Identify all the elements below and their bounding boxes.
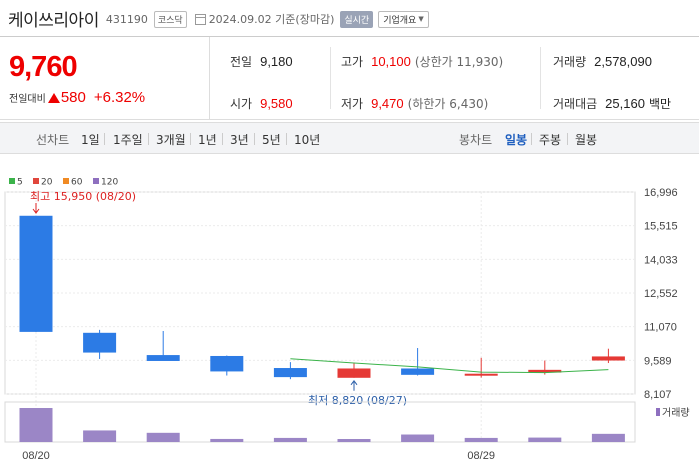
stat-volume: 거래량 2,578,090 <box>553 54 652 69</box>
period-divider <box>104 133 105 145</box>
candle-body <box>83 332 117 353</box>
realtime-button[interactable]: 실시간 <box>340 10 374 28</box>
period-10y[interactable]: 10년 <box>294 133 321 147</box>
volume-bar <box>591 433 625 442</box>
current-price: 9,760 <box>9 51 78 83</box>
candle-body <box>401 368 435 375</box>
candle-body <box>528 369 562 373</box>
y-tick-label: 9,589 <box>644 355 672 367</box>
divider <box>540 47 541 109</box>
period-divider <box>148 133 149 145</box>
period-1y[interactable]: 1년 <box>198 133 217 147</box>
x-tick-label: 08/29 <box>467 450 495 462</box>
period-divider <box>222 133 223 145</box>
period-1w[interactable]: 1주일 <box>113 133 143 147</box>
candle-daily[interactable]: 일봉 <box>505 133 528 147</box>
candle-body <box>464 373 498 376</box>
up-arrow-icon <box>47 92 60 103</box>
y-tick-label: 16,996 <box>644 187 678 199</box>
high-annotation: 최고 15,950 (08/20) <box>30 190 136 203</box>
price-summary: 9,760 전일대비 580 +6.32% 전일 9,180 시가 9,580 고가… <box>0 36 699 120</box>
volume-bar <box>273 437 307 442</box>
volume-frame <box>4 401 636 443</box>
legend-swatch-20 <box>33 178 39 184</box>
candle-weekly[interactable]: 주봉 <box>539 133 562 147</box>
plot-frame <box>4 191 636 395</box>
period-5y[interactable]: 5년 <box>262 133 281 147</box>
legend-label-60: 60 <box>71 178 83 188</box>
low-annotation: 최저 8,820 (08/27) <box>308 394 407 407</box>
base-date: 2024.09.02 기준(장마감) <box>208 13 335 26</box>
high-arrow-head <box>32 208 40 214</box>
stat-amount: 거래대금 25,160 백만 <box>553 96 672 111</box>
y-tick-label: 15,515 <box>644 221 678 233</box>
volume-bar <box>401 434 435 442</box>
low-arrow-head <box>350 379 358 386</box>
period-divider <box>190 133 191 145</box>
y-tick-label: 14,033 <box>644 254 678 266</box>
x-tick-label: 08/20 <box>22 450 50 462</box>
ma5-line <box>290 358 609 374</box>
chevron-down-icon: ▼ <box>418 15 424 23</box>
period-1d[interactable]: 1일 <box>81 133 100 147</box>
y-tick-label: 8,107 <box>644 389 672 401</box>
legend-swatch-120 <box>93 178 99 184</box>
volume-legend-swatch <box>656 408 660 416</box>
legend-swatch-5 <box>9 178 15 184</box>
candle-body <box>273 368 307 378</box>
market-badge: 코스닥 <box>153 10 187 28</box>
line-chart-label: 선차트 <box>36 133 70 147</box>
candle-body <box>210 355 244 372</box>
stat-open: 시가 9,580 <box>230 96 293 111</box>
stock-code: 431190 <box>105 13 148 26</box>
candle-chart-label: 봉차트 <box>459 133 493 147</box>
period-divider <box>286 133 287 145</box>
stock-chart[interactable]: 5 20 60 120 16,996 15,515 14,033 12,552 11,070 9,… <box>0 170 699 464</box>
candle-body <box>337 368 371 378</box>
period-3y[interactable]: 3년 <box>230 133 249 147</box>
period-divider <box>254 133 255 145</box>
divider <box>330 47 331 109</box>
candle-body <box>146 355 180 361</box>
volume-label: 거래량 <box>662 407 690 419</box>
stock-header: 케이쓰리아이 431190 코스닥 2024.09.02 기준(장마감) 실시간… <box>0 0 699 36</box>
candle-body <box>19 215 53 332</box>
company-info-button[interactable]: 기업개요 ▼ <box>378 10 429 28</box>
current-price-panel: 9,760 전일대비 580 +6.32% <box>0 37 210 119</box>
stat-high: 고가 10,100 (상한가 11,930) <box>341 54 504 69</box>
volume-bar <box>210 438 244 442</box>
candle-monthly[interactable]: 월봉 <box>575 133 598 147</box>
stock-name: 케이쓰리아이 <box>8 10 99 31</box>
stat-low: 저가 9,470 (하한가 6,430) <box>341 96 489 111</box>
legend-label-120: 120 <box>101 178 118 188</box>
period-bar: 선차트 1일 1주일 3개월 1년 3년 5년 10년 봉차트 일봉 주봉 월봉 <box>0 122 699 154</box>
volume-bar <box>19 408 53 442</box>
period-divider <box>567 133 568 145</box>
change-label: 전일대비 <box>9 94 46 105</box>
stat-prev: 전일 9,180 <box>230 54 293 69</box>
y-tick-label: 11,070 <box>644 322 677 334</box>
volume-bar <box>83 430 117 442</box>
candle-body <box>591 356 625 361</box>
volume-bar <box>528 437 562 442</box>
legend-label-5: 5 <box>17 178 23 188</box>
legend-swatch-60 <box>63 178 69 184</box>
y-tick-label: 12,552 <box>644 288 678 300</box>
volume-bar <box>146 432 180 442</box>
period-3m[interactable]: 3개월 <box>156 133 186 147</box>
change-rate: +6.32% <box>93 89 146 106</box>
volume-bar <box>337 439 371 442</box>
change-value: 580 <box>60 89 86 106</box>
period-divider <box>531 133 532 145</box>
legend-label-20: 20 <box>41 178 53 188</box>
change-row: 전일대비 580 +6.32% <box>9 89 145 106</box>
volume-bar <box>464 437 498 442</box>
calendar-icon <box>194 13 206 25</box>
